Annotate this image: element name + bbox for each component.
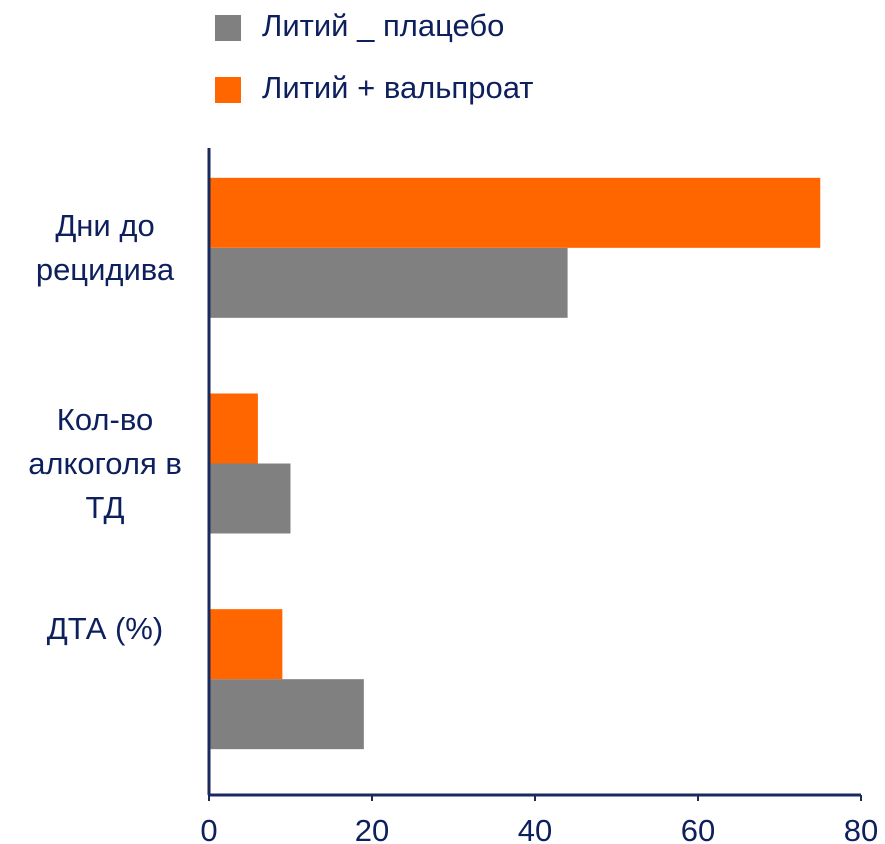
bar [209,609,283,680]
x-tick-label: 0 [200,813,217,844]
bar [209,463,291,534]
x-tick-label: 20 [355,813,389,844]
bar [209,393,258,464]
legend-label: Литий + вальпроат [262,70,533,105]
x-tick-label: 80 [844,813,878,844]
legend-label: Литий _ плацебо [262,8,504,43]
x-tick-label: 60 [681,813,715,844]
y-tick-label: Кол-во алкоголя в ТД [28,401,182,525]
y-tick-label: Дни до рецидива [35,207,175,287]
x-tick-label: 40 [518,813,552,844]
bar [209,177,821,248]
bar [209,247,568,318]
legend-swatch [215,15,241,41]
bar [209,679,364,750]
y-tick-label: ДТА (%) [46,611,164,647]
legend-swatch [215,77,241,103]
